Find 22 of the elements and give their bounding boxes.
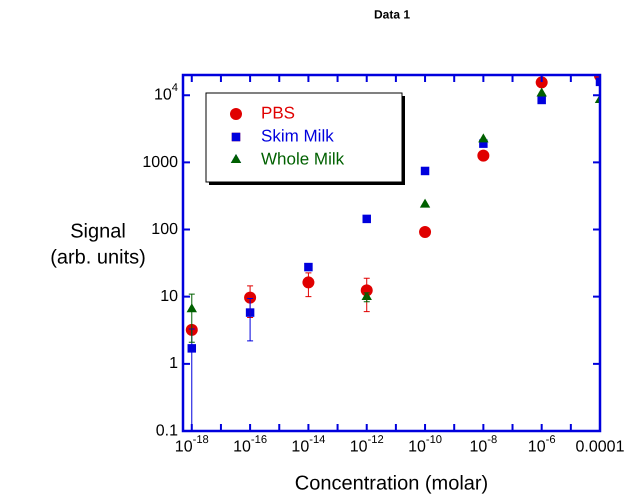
point [478,133,489,142]
x-tick-label: 0.0001 [576,438,625,456]
point [420,198,430,208]
point [536,76,548,88]
y-axis-title: Signal (arb. units) [50,220,146,269]
point [536,88,547,97]
point [419,226,432,238]
point [420,166,430,176]
x-axis-title: Concentration (molar) [294,472,488,495]
point [304,262,313,272]
y-tick-label: 0.1 [156,422,178,440]
y-tick-label: 1 [169,355,178,372]
legend-label: PBS [261,104,296,123]
y-tick-label: 1000 [142,154,178,171]
y-tick-label: 10 [160,288,178,306]
point [477,150,490,162]
chart-title: Data 1 [374,7,410,22]
legend-label: Skim Milk [261,126,334,146]
legend-label: Whole Milk [261,150,345,169]
point [362,214,371,224]
y-tick-label: 100 [151,220,178,238]
point [302,276,314,288]
